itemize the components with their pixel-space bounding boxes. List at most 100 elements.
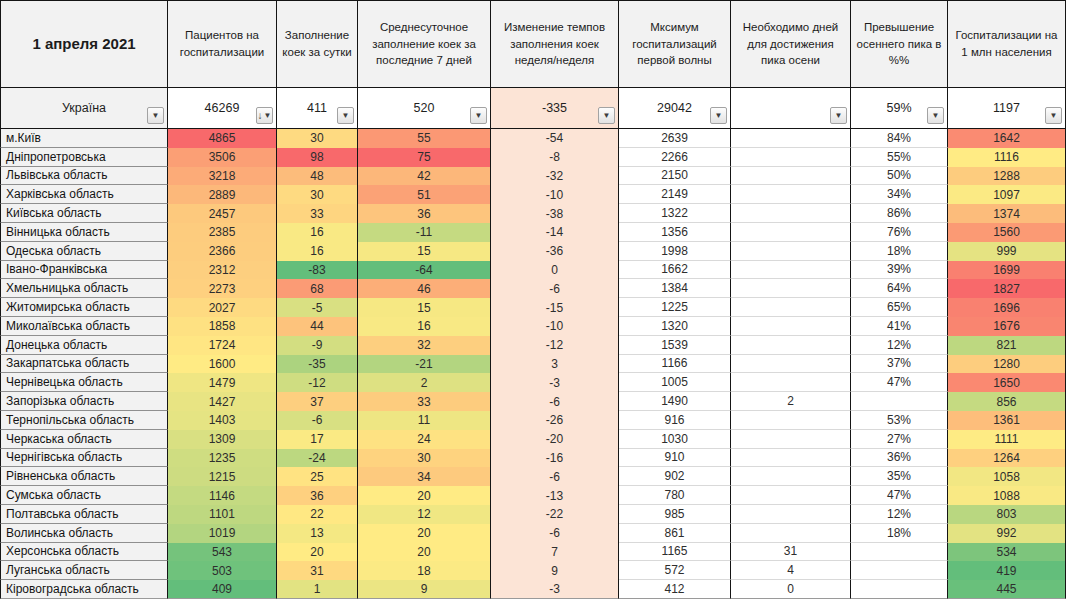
cell-avg7[interactable]: 42 bbox=[358, 167, 491, 186]
cell-days_to_peak[interactable]: 31 bbox=[731, 543, 851, 562]
cell-max_wave1[interactable]: 2266 bbox=[619, 148, 731, 167]
cell-exceed_pct[interactable]: 12% bbox=[851, 505, 948, 524]
cell-daily[interactable]: 17 bbox=[277, 430, 358, 449]
cell-days_to_peak[interactable] bbox=[731, 486, 851, 505]
cell-exceed_pct[interactable]: 47% bbox=[851, 373, 948, 392]
cell-change[interactable]: -15 bbox=[491, 298, 619, 317]
cell-per_million[interactable]: 856 bbox=[948, 392, 1066, 411]
cell-per_million[interactable]: 1374 bbox=[948, 204, 1066, 223]
cell-region[interactable]: Львівська область bbox=[0, 167, 168, 186]
cell-days_to_peak[interactable] bbox=[731, 242, 851, 261]
cell-max_wave1[interactable]: 412 bbox=[619, 580, 731, 599]
cell-days_to_peak[interactable] bbox=[731, 449, 851, 468]
cell-avg7[interactable]: 34 bbox=[358, 467, 491, 486]
cell-max_wave1[interactable]: 1490 bbox=[619, 392, 731, 411]
cell-exceed_pct[interactable]: 37% bbox=[851, 355, 948, 374]
cell-patients[interactable]: 1146 bbox=[168, 486, 277, 505]
cell-avg7[interactable]: 51 bbox=[358, 185, 491, 204]
cell-max_wave1[interactable]: 1005 bbox=[619, 373, 731, 392]
cell-change[interactable]: -14 bbox=[491, 223, 619, 242]
cell-daily[interactable]: 31 bbox=[277, 561, 358, 580]
cell-avg7[interactable]: 55 bbox=[358, 129, 491, 148]
cell-daily[interactable]: 33 bbox=[277, 204, 358, 223]
cell-exceed_pct[interactable]: 41% bbox=[851, 317, 948, 336]
cell-change[interactable]: -12 bbox=[491, 336, 619, 355]
cell-change[interactable]: -22 bbox=[491, 505, 619, 524]
cell-avg7[interactable]: 15 bbox=[358, 298, 491, 317]
cell-avg7[interactable]: 12 bbox=[358, 505, 491, 524]
cell-exceed_pct[interactable]: 35% bbox=[851, 467, 948, 486]
cell-days_to_peak[interactable] bbox=[731, 317, 851, 336]
filter-button-change[interactable]: ▼ bbox=[598, 107, 615, 124]
cell-daily[interactable]: 98 bbox=[277, 148, 358, 167]
cell-max_wave1[interactable]: 916 bbox=[619, 411, 731, 430]
cell-change[interactable]: -54 bbox=[491, 129, 619, 148]
cell-daily[interactable]: 30 bbox=[277, 185, 358, 204]
cell-per_million[interactable]: 1696 bbox=[948, 298, 1066, 317]
cell-avg7[interactable]: 20 bbox=[358, 543, 491, 562]
cell-daily[interactable]: 20 bbox=[277, 543, 358, 562]
totals-daily-cell[interactable]: 411 ▼ bbox=[277, 88, 358, 129]
cell-daily[interactable]: -83 bbox=[277, 261, 358, 280]
cell-daily[interactable]: -5 bbox=[277, 298, 358, 317]
cell-patients[interactable]: 2385 bbox=[168, 223, 277, 242]
cell-patients[interactable]: 1479 bbox=[168, 373, 277, 392]
cell-avg7[interactable]: 20 bbox=[358, 486, 491, 505]
cell-days_to_peak[interactable] bbox=[731, 204, 851, 223]
cell-per_million[interactable]: 803 bbox=[948, 505, 1066, 524]
cell-change[interactable]: 9 bbox=[491, 561, 619, 580]
cell-patients[interactable]: 1215 bbox=[168, 467, 277, 486]
cell-exceed_pct[interactable] bbox=[851, 580, 948, 599]
cell-region[interactable]: Житомирська область bbox=[0, 298, 168, 317]
cell-patients[interactable]: 1101 bbox=[168, 505, 277, 524]
cell-daily[interactable]: -24 bbox=[277, 449, 358, 468]
cell-max_wave1[interactable]: 1384 bbox=[619, 279, 731, 298]
cell-avg7[interactable]: -21 bbox=[358, 355, 491, 374]
filter-button-exceed-peak[interactable]: ▼ bbox=[927, 107, 944, 124]
cell-exceed_pct[interactable]: 50% bbox=[851, 167, 948, 186]
cell-patients[interactable]: 4865 bbox=[168, 129, 277, 148]
cell-exceed_pct[interactable]: 76% bbox=[851, 223, 948, 242]
cell-days_to_peak[interactable] bbox=[731, 185, 851, 204]
cell-region[interactable]: Закарпатська область bbox=[0, 355, 168, 374]
cell-avg7[interactable]: -11 bbox=[358, 223, 491, 242]
cell-max_wave1[interactable]: 902 bbox=[619, 467, 731, 486]
cell-max_wave1[interactable]: 1662 bbox=[619, 261, 731, 280]
totals-per-million-cell[interactable]: 1197 ▼ bbox=[948, 88, 1066, 129]
cell-daily[interactable]: 1 bbox=[277, 580, 358, 599]
cell-max_wave1[interactable]: 2639 bbox=[619, 129, 731, 148]
cell-daily[interactable]: 22 bbox=[277, 505, 358, 524]
cell-exceed_pct[interactable]: 36% bbox=[851, 449, 948, 468]
totals-exceed-peak-cell[interactable]: 59% ▼ bbox=[851, 88, 948, 129]
cell-exceed_pct[interactable]: 39% bbox=[851, 261, 948, 280]
cell-per_million[interactable]: 1116 bbox=[948, 148, 1066, 167]
cell-exceed_pct[interactable]: 47% bbox=[851, 486, 948, 505]
cell-max_wave1[interactable]: 1998 bbox=[619, 242, 731, 261]
cell-days_to_peak[interactable] bbox=[731, 430, 851, 449]
cell-region[interactable]: Донецька область bbox=[0, 336, 168, 355]
cell-region[interactable]: Вінницька область bbox=[0, 223, 168, 242]
cell-change[interactable]: -13 bbox=[491, 486, 619, 505]
cell-daily[interactable]: -9 bbox=[277, 336, 358, 355]
cell-avg7[interactable]: 18 bbox=[358, 561, 491, 580]
cell-max_wave1[interactable]: 910 bbox=[619, 449, 731, 468]
cell-days_to_peak[interactable] bbox=[731, 167, 851, 186]
cell-days_to_peak[interactable]: 4 bbox=[731, 561, 851, 580]
cell-per_million[interactable]: 1361 bbox=[948, 411, 1066, 430]
cell-per_million[interactable]: 1288 bbox=[948, 167, 1066, 186]
cell-patients[interactable]: 2366 bbox=[168, 242, 277, 261]
cell-change[interactable]: -16 bbox=[491, 449, 619, 468]
cell-avg7[interactable]: 11 bbox=[358, 411, 491, 430]
cell-daily[interactable]: 37 bbox=[277, 392, 358, 411]
cell-days_to_peak[interactable] bbox=[731, 279, 851, 298]
cell-max_wave1[interactable]: 1030 bbox=[619, 430, 731, 449]
cell-avg7[interactable]: 46 bbox=[358, 279, 491, 298]
cell-daily[interactable]: 13 bbox=[277, 524, 358, 543]
cell-patients[interactable]: 1309 bbox=[168, 430, 277, 449]
cell-per_million[interactable]: 1088 bbox=[948, 486, 1066, 505]
cell-region[interactable]: Рівненська область bbox=[0, 467, 168, 486]
cell-max_wave1[interactable]: 572 bbox=[619, 561, 731, 580]
cell-per_million[interactable]: 999 bbox=[948, 242, 1066, 261]
cell-max_wave1[interactable]: 2149 bbox=[619, 185, 731, 204]
cell-per_million[interactable]: 1560 bbox=[948, 223, 1066, 242]
